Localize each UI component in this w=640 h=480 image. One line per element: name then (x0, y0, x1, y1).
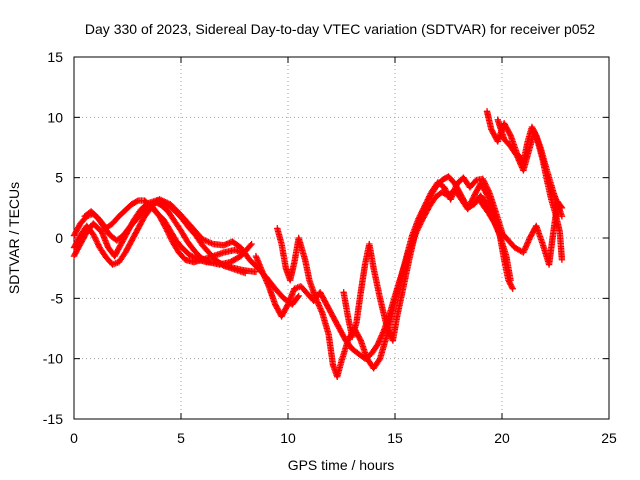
data-point (483, 184, 491, 191)
data-points (70, 108, 566, 380)
x-tick-label: 0 (70, 430, 78, 446)
data-point (252, 268, 260, 275)
data-point (483, 183, 490, 190)
data-point (469, 195, 476, 202)
data-point (356, 336, 364, 343)
data-point (507, 277, 514, 284)
data-point (421, 203, 429, 211)
data-point (375, 356, 383, 364)
data-point (485, 187, 492, 194)
data-point (92, 237, 100, 244)
y-tick-label: 0 (55, 230, 63, 246)
data-point (482, 181, 489, 188)
data-point (204, 258, 211, 265)
data-point (479, 175, 486, 183)
data-point (558, 204, 566, 212)
x-axis-label: GPS time / hours (288, 457, 395, 473)
x-tick-label: 20 (494, 430, 510, 446)
data-point (94, 240, 101, 247)
data-point (422, 202, 429, 209)
data-point (558, 256, 566, 263)
series-arc-1 (70, 201, 249, 266)
y-tick-labels: -15 -10 -5 0 5 10 15 (43, 49, 63, 427)
data-point (95, 241, 102, 248)
data-point (484, 185, 491, 193)
x-tick-label: 10 (280, 430, 296, 446)
y-tick-label: -15 (43, 411, 63, 427)
axis-ticks (73, 56, 610, 420)
y-tick-label: -5 (51, 290, 64, 306)
data-point (470, 194, 477, 201)
data-point (423, 199, 431, 206)
x-tick-label: 5 (177, 430, 185, 446)
data-point (481, 180, 489, 187)
data-point (508, 282, 515, 290)
y-axis-label: SDTVAR / TECUs (6, 182, 22, 294)
data-point (248, 240, 255, 248)
data-point (242, 269, 249, 277)
data-point (509, 285, 516, 292)
data-point (247, 242, 254, 249)
data-point (528, 123, 536, 131)
data-point (93, 238, 101, 245)
data-point (295, 292, 302, 300)
data-point (90, 232, 98, 240)
data-point (557, 203, 565, 210)
data-point (424, 197, 432, 205)
series-arc-8 (340, 173, 514, 344)
data-point (558, 213, 566, 220)
data-point (423, 200, 430, 208)
grid-lines (74, 57, 609, 419)
data-point (419, 208, 427, 215)
y-tick-label: 15 (47, 49, 63, 65)
series-arc-7 (274, 174, 506, 380)
series-arc-5 (145, 196, 302, 308)
data-point (529, 125, 536, 132)
x-tick-label: 25 (601, 430, 617, 446)
data-point (505, 278, 513, 285)
data-point (90, 231, 97, 238)
data-point (91, 234, 98, 241)
series-arc-11 (477, 198, 566, 268)
data-point (480, 177, 487, 184)
y-tick-label: 10 (47, 109, 63, 125)
y-tick-label: 5 (55, 170, 63, 186)
series-arc-4 (81, 198, 255, 268)
chart-title: Day 330 of 2023, Sidereal Day-to-day VTE… (85, 21, 595, 37)
data-point (133, 198, 141, 205)
data-point (421, 205, 428, 212)
data-point (92, 235, 99, 243)
data-point (294, 293, 301, 301)
data-point (420, 206, 427, 214)
data-point (480, 178, 488, 186)
x-tick-labels: 0 5 10 15 20 25 (70, 430, 617, 446)
y-tick-label: -10 (43, 351, 63, 367)
series-arc-10 (494, 116, 566, 263)
data-point (508, 284, 516, 291)
data-point (506, 130, 514, 138)
x-tick-label: 15 (387, 430, 403, 446)
